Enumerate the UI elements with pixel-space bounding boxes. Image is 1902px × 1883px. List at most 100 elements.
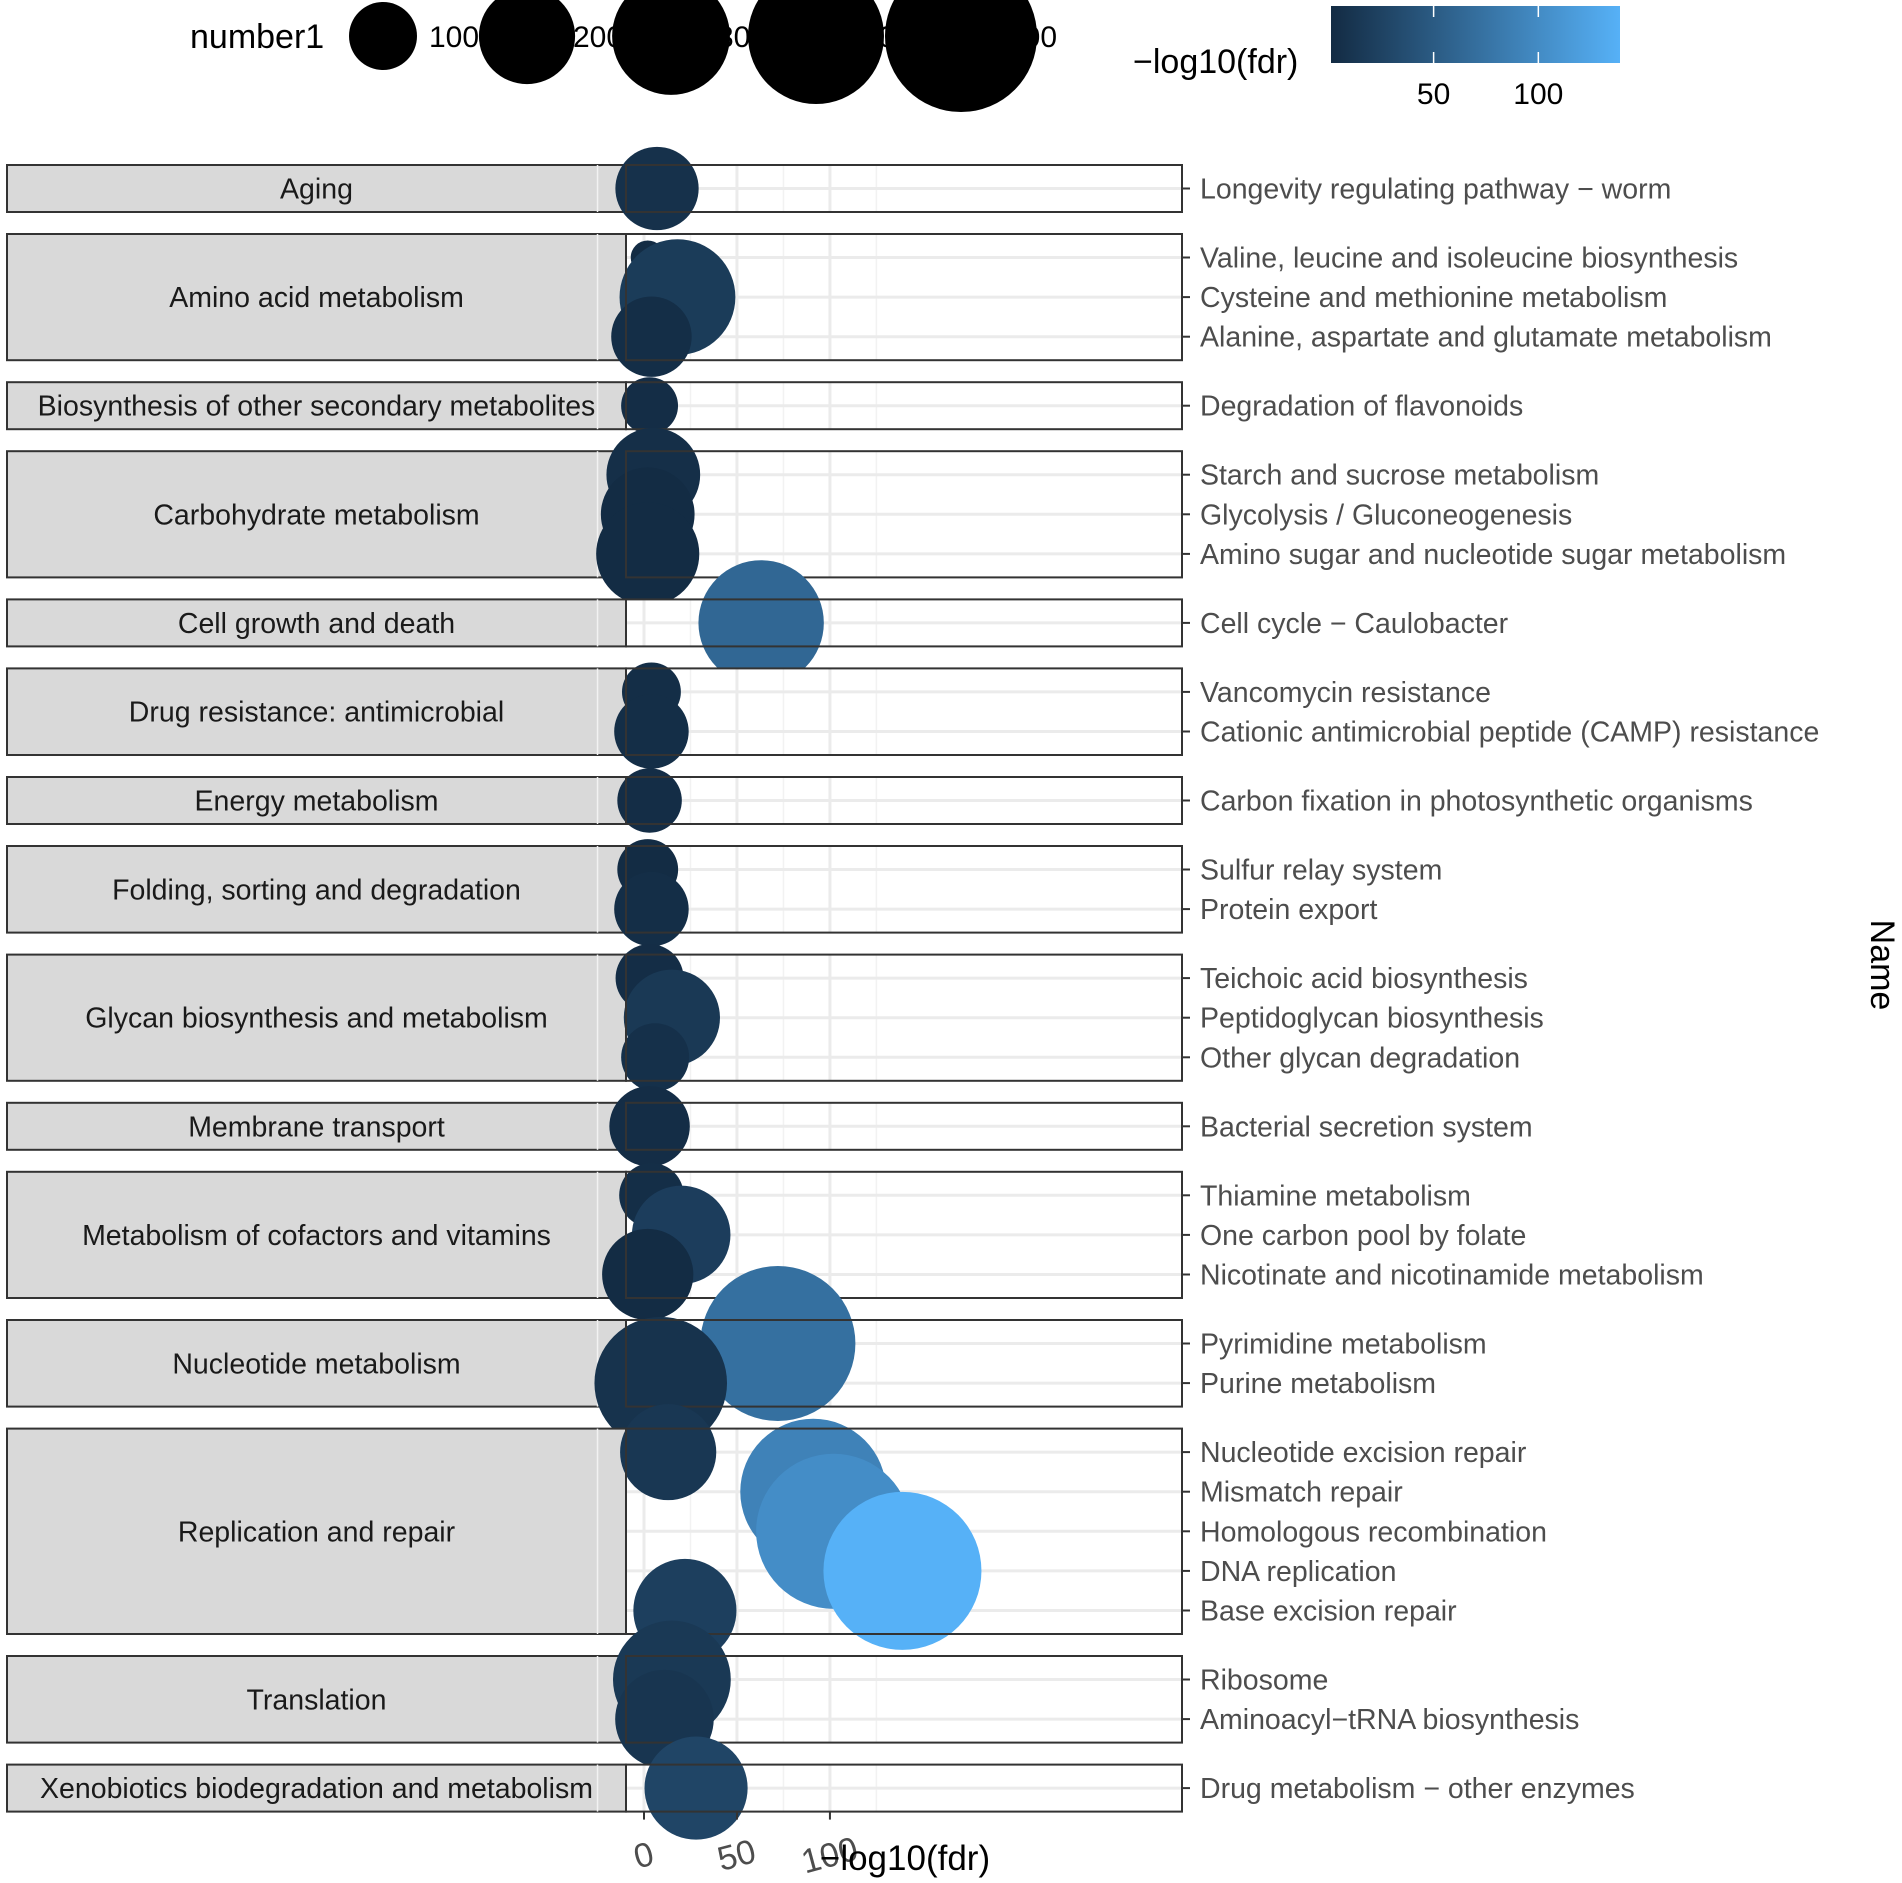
- panel-border: [625, 667, 1183, 757]
- color-legend-title: −log10(fdr): [1133, 43, 1298, 81]
- pathway-label: Cell cycle − Caulobacter: [1200, 608, 1509, 640]
- facet-strip: [6, 845, 627, 934]
- pathway-label: Bacterial secretion system: [1200, 1111, 1533, 1143]
- data-point: [609, 1086, 690, 1167]
- panel-border: [625, 953, 1183, 1082]
- data-point: [615, 146, 699, 231]
- size-legend: number1 100200300400500: [190, 0, 1057, 113]
- pathway-label: Aminoacyl−tRNA biosynthesis: [1200, 1704, 1579, 1736]
- data-point: [700, 1265, 856, 1422]
- pathway-label: Homologous recombination: [1200, 1516, 1547, 1548]
- panel-border: [625, 776, 1183, 825]
- facet-panel: Energy metabolism Carbon fixation in phot…: [6, 768, 1753, 833]
- pathway-label: Thiamine metabolism: [1200, 1180, 1471, 1212]
- size-legend-title: number1: [190, 18, 324, 56]
- facet-panel: Glycan biosynthesis and metabolism Teicho…: [6, 944, 1544, 1092]
- size-legend-key: [478, 0, 576, 85]
- pathway-label: Mismatch repair: [1200, 1477, 1403, 1509]
- colorbar-tick-label: 100: [1513, 78, 1563, 111]
- facet-strip: [6, 233, 627, 362]
- pathway-label: Protein export: [1200, 894, 1378, 926]
- data-point: [614, 694, 689, 769]
- facet-panel: Replication and repair Nucleotide excisio…: [6, 1404, 1547, 1663]
- data-point: [596, 502, 700, 606]
- pathway-label: Ribosome: [1200, 1665, 1328, 1697]
- data-point: [621, 1023, 690, 1092]
- panel-background: [626, 668, 1182, 755]
- facet-panel: Xenobiotics biodegradation and metabolis…: [6, 1736, 1635, 1840]
- pathway-label: Starch and sucrose metabolism: [1200, 460, 1599, 492]
- panel-border: [625, 598, 1183, 648]
- pathway-label: Purine metabolism: [1200, 1368, 1436, 1400]
- facet-strip: [6, 667, 627, 757]
- facet-strip: [6, 953, 627, 1082]
- pathway-label: Peptidoglycan biosynthesis: [1200, 1003, 1544, 1035]
- facet-panel: Amino acid metabolism Valine, leucine and…: [6, 233, 1772, 377]
- facet-strip-label: Translation: [247, 1684, 387, 1716]
- size-legend-key: [748, 0, 884, 104]
- facet-strip: [6, 598, 627, 648]
- facet-strip-label: Nucleotide metabolism: [172, 1348, 460, 1380]
- data-point: [611, 296, 692, 377]
- data-point: [617, 768, 682, 833]
- panel-border: [625, 1427, 1183, 1635]
- pathway-label: Nucleotide excision repair: [1200, 1437, 1527, 1469]
- pathway-label: Base excision repair: [1200, 1596, 1457, 1628]
- size-legend-key: [884, 0, 1038, 113]
- facet-strip-label: Glycan biosynthesis and metabolism: [85, 1003, 548, 1035]
- facet-strip-label: Drug resistance: antimicrobial: [129, 697, 504, 729]
- facet-strip-label: Energy metabolism: [195, 786, 439, 818]
- pathway-label: Vancomycin resistance: [1200, 677, 1491, 709]
- panel-border: [625, 1170, 1183, 1300]
- facet-panel: Metabolism of cofactors and vitamins Thia…: [6, 1163, 1704, 1321]
- facet-panel: Translation Ribosome Aminoacyl−tRNA biosyn…: [6, 1620, 1579, 1769]
- x-axis-title: −log10(fdr): [820, 1839, 990, 1878]
- panel-border: [625, 1763, 1183, 1813]
- facet-panel: Membrane transport Bacterial secretion sy…: [6, 1086, 1533, 1167]
- data-point: [823, 1491, 982, 1650]
- facet-panel: Nucleotide metabolism Pyrimidine metaboli…: [6, 1265, 1487, 1450]
- pathway-label: Pyrimidine metabolism: [1200, 1329, 1487, 1361]
- facet-strip-label: Metabolism of cofactors and vitamins: [82, 1220, 551, 1252]
- facet-strip: [6, 1655, 627, 1744]
- panel-border: [625, 845, 1183, 934]
- pathway-label: Cationic antimicrobial peptide (CAMP) re…: [1200, 717, 1819, 749]
- panel-background: [626, 846, 1182, 933]
- size-legend-key: [612, 0, 730, 95]
- facet-strip: [6, 450, 627, 579]
- panel-border: [625, 1101, 1183, 1151]
- facet-strip-label: Replication and repair: [178, 1516, 456, 1548]
- panel-border: [625, 1319, 1183, 1408]
- facet-strip-label: Amino acid metabolism: [169, 282, 464, 314]
- facet-strip-label: Cell growth and death: [178, 608, 455, 640]
- facet-strip: [6, 1427, 627, 1635]
- pathway-label: Longevity regulating pathway − worm: [1200, 174, 1671, 206]
- pathway-label: Other glycan degradation: [1200, 1042, 1520, 1074]
- pathway-label: Sulfur relay system: [1200, 855, 1442, 887]
- facet-panel: Aging Longevity regulating pathway − worm: [6, 146, 1671, 231]
- colorbar: [1331, 6, 1620, 63]
- panel-border: [625, 233, 1183, 362]
- pathway-label: Alanine, aspartate and glutamate metabol…: [1200, 322, 1772, 354]
- facet-strip: [6, 381, 627, 431]
- size-legend-label: 500: [1007, 21, 1057, 54]
- facet-strip-label: Xenobiotics biodegradation and metabolis…: [40, 1773, 593, 1805]
- facet-strip: [6, 1763, 627, 1813]
- panel-border: [625, 1655, 1183, 1744]
- pathway-label: Nicotinate and nicotinamide metabolism: [1200, 1260, 1704, 1292]
- pathway-label: Valine, leucine and isoleucine biosynthe…: [1200, 243, 1738, 275]
- facet-strip-label: Carbohydrate metabolism: [153, 499, 479, 531]
- facet-strip-label: Membrane transport: [188, 1111, 445, 1143]
- facet-strip-label: Aging: [280, 174, 353, 206]
- colorbar-tick-label: 50: [1417, 78, 1450, 111]
- facet-strip: [6, 164, 627, 213]
- data-point: [614, 871, 689, 947]
- pathway-label: Drug metabolism − other enzymes: [1200, 1773, 1635, 1805]
- color-legend: −log10(fdr) 50 100: [1133, 6, 1620, 111]
- panel-border: [625, 450, 1183, 579]
- data-point: [602, 1228, 694, 1321]
- size-legend-label: 100: [429, 21, 479, 54]
- pathway-label: Cysteine and methionine metabolism: [1200, 282, 1667, 314]
- panel-border: [625, 381, 1183, 431]
